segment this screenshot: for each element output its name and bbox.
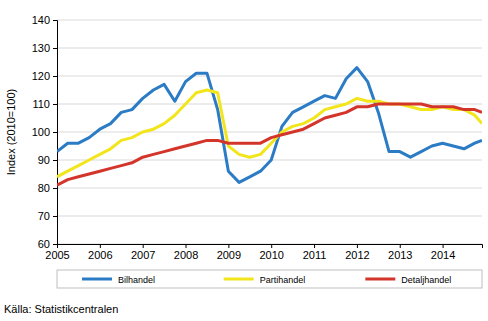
tick-label: 2009 (217, 249, 241, 261)
tick-mark (53, 132, 57, 133)
tick-mark (400, 244, 401, 248)
tick: 120 (32, 70, 57, 82)
tick: 2012 (345, 244, 369, 261)
tick: 2005 (45, 244, 69, 261)
grid-line (57, 216, 482, 217)
tick-mark (53, 216, 57, 217)
grid (57, 20, 482, 244)
legend-swatch (365, 278, 395, 281)
tick-label: 100 (32, 126, 50, 138)
tick-mark (53, 48, 57, 49)
tick: 100 (32, 126, 57, 138)
tick: 130 (32, 42, 57, 54)
tick-label: 2005 (45, 249, 69, 261)
tick: 140 (32, 14, 57, 26)
legend-box (57, 270, 482, 288)
tick: 90 (38, 154, 57, 166)
legend-label: Detaljhandel (401, 275, 451, 285)
tick-mark (53, 20, 57, 21)
tick-mark (53, 160, 57, 161)
tick-mark (57, 244, 58, 248)
tick: 2007 (131, 244, 155, 261)
tick-mark (228, 244, 229, 248)
tick-label: 110 (32, 98, 50, 110)
tick: 2010 (259, 244, 283, 261)
series-line (57, 104, 482, 185)
tick: 2009 (217, 244, 241, 261)
axis-line (58, 245, 483, 249)
axis-line (53, 21, 58, 245)
legend-swatch (224, 278, 254, 281)
grid-line (57, 48, 482, 49)
tick-mark (443, 244, 444, 248)
tick-label: 70 (38, 210, 50, 222)
tick: 2013 (388, 244, 412, 261)
tick-label: 2014 (431, 249, 455, 261)
tick-mark (271, 244, 272, 248)
tick-label: 120 (32, 70, 50, 82)
legend: Bilhandel Partihandel Detaljhandel (57, 270, 482, 288)
tick-mark (357, 244, 358, 248)
tick-label: 130 (32, 42, 50, 54)
tick-label: 2007 (131, 249, 155, 261)
tick: 2011 (303, 244, 327, 261)
x-axis: 2005 2006 2007 2008 2009 2010 2011 2012 2013 2014 (45, 244, 482, 261)
tick: 110 (32, 98, 57, 110)
source: Källa: Statistikcentralen (4, 303, 118, 315)
grid-line (57, 20, 482, 21)
tick: 2006 (88, 244, 112, 261)
tick-label: 2006 (88, 249, 112, 261)
tick-mark (53, 76, 57, 77)
tick: 2014 (431, 244, 455, 261)
tick-mark (53, 104, 57, 105)
tick-mark (53, 244, 57, 245)
tick-label: 2012 (345, 249, 369, 261)
tick-mark (186, 244, 187, 248)
tick: 2008 (174, 244, 198, 261)
tick-label: 140 (32, 14, 50, 26)
legend-label: Bilhandel (118, 275, 155, 285)
tick: 70 (38, 210, 57, 222)
chart: 6070809010011012013014020052006200720082… (0, 0, 488, 321)
legend-swatch (82, 278, 112, 281)
plot-lines (57, 68, 482, 186)
grid-line (57, 76, 482, 77)
tick-mark (314, 244, 315, 248)
tick-mark (100, 244, 101, 248)
tick-label: 2013 (388, 249, 412, 261)
tick-label: 2010 (259, 249, 283, 261)
tick-label: 90 (38, 154, 50, 166)
tick: 80 (38, 182, 57, 194)
tick-mark (53, 188, 57, 189)
tick-label: 2008 (174, 249, 198, 261)
tick-label: 80 (38, 182, 50, 194)
grid-line (57, 188, 482, 189)
legend-label: Partihandel (260, 275, 306, 285)
y-axis: 60708090100110120130140 (32, 14, 58, 250)
y-axis-title: Index (2010=100) (5, 89, 17, 176)
tick-mark (143, 244, 144, 248)
tick-label: 2011 (303, 249, 327, 261)
grid-line (57, 132, 482, 133)
